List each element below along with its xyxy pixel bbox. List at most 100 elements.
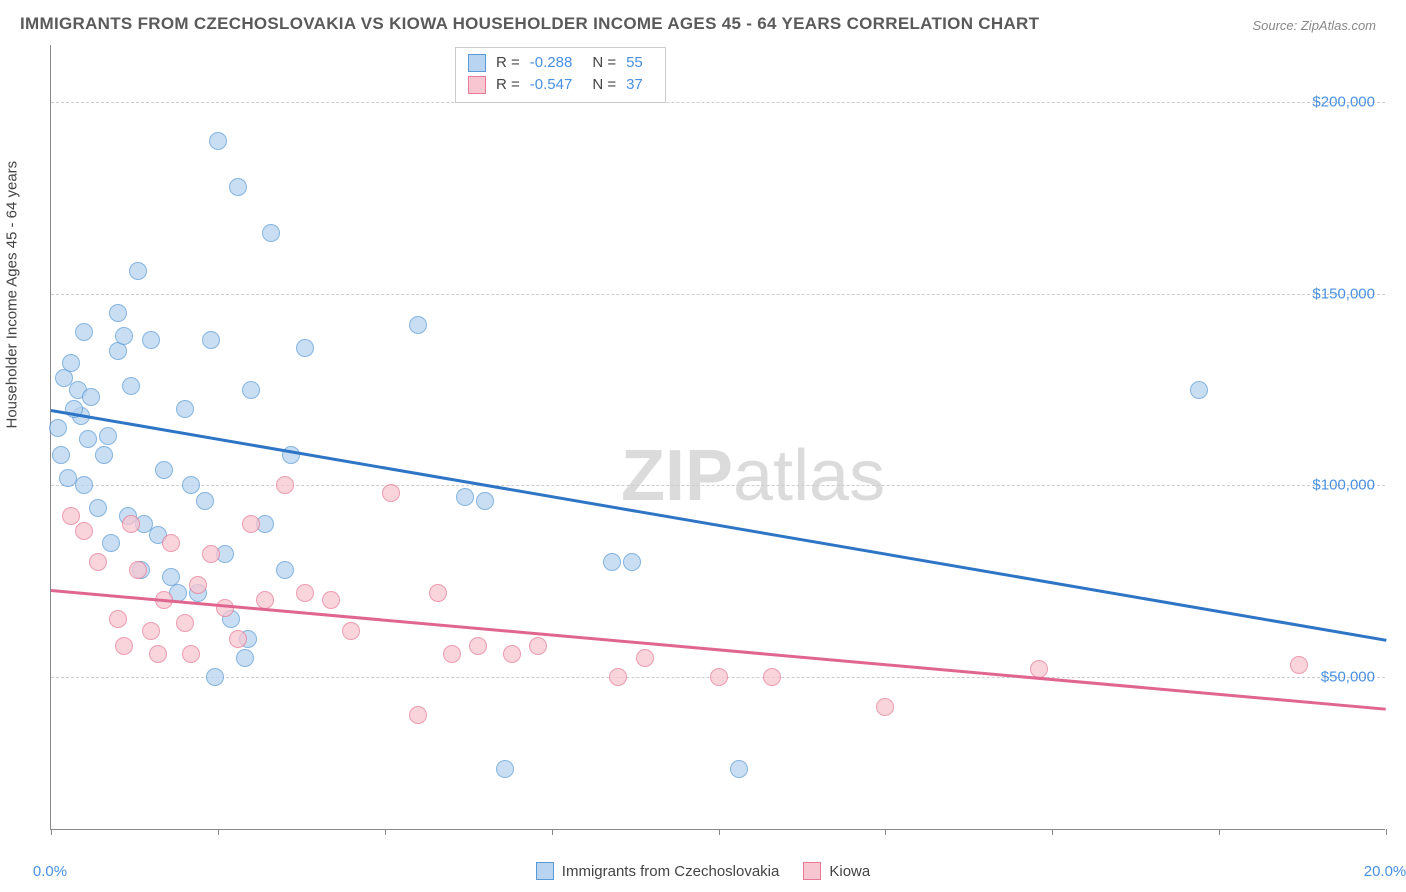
data-point	[182, 645, 200, 663]
legend-item-1: Immigrants from Czechoslovakia	[536, 862, 780, 880]
legend-item-2: Kiowa	[803, 862, 870, 880]
y-tick-label: $150,000	[1312, 285, 1375, 302]
x-tick	[1052, 829, 1053, 835]
data-point	[429, 584, 447, 602]
data-point	[89, 499, 107, 517]
data-point	[176, 400, 194, 418]
data-point	[730, 760, 748, 778]
n-label-2: N =	[592, 74, 616, 96]
gridline	[51, 294, 1385, 295]
x-tick	[885, 829, 886, 835]
data-point	[623, 553, 641, 571]
data-point	[876, 698, 894, 716]
y-tick-label: $200,000	[1312, 94, 1375, 111]
n-value-1: 55	[626, 52, 643, 74]
swatch-series-1	[468, 54, 486, 72]
n-label-1: N =	[592, 52, 616, 74]
data-point	[456, 488, 474, 506]
data-point	[469, 637, 487, 655]
data-point	[62, 354, 80, 372]
data-point	[155, 461, 173, 479]
data-point	[109, 304, 127, 322]
data-point	[75, 323, 93, 341]
y-tick-label: $100,000	[1312, 477, 1375, 494]
chart-title: IMMIGRANTS FROM CZECHOSLOVAKIA VS KIOWA …	[20, 14, 1039, 34]
r-label-2: R =	[496, 74, 520, 96]
data-point	[109, 342, 127, 360]
data-point	[229, 630, 247, 648]
data-point	[322, 591, 340, 609]
data-point	[206, 668, 224, 686]
gridline	[51, 485, 1385, 486]
swatch-series-2	[468, 76, 486, 94]
x-tick	[719, 829, 720, 835]
correlation-chart: IMMIGRANTS FROM CZECHOSLOVAKIA VS KIOWA …	[0, 0, 1406, 892]
data-point	[296, 339, 314, 357]
x-tick	[51, 829, 52, 835]
r-value-2: -0.547	[530, 74, 573, 96]
data-point	[242, 381, 260, 399]
data-point	[82, 388, 100, 406]
watermark-rest: atlas	[733, 436, 885, 516]
gridline	[51, 102, 1385, 103]
data-point	[196, 492, 214, 510]
plot-area: ZIPatlas $50,000 $100,000 $150,000 $200,000	[50, 45, 1385, 830]
data-point	[1190, 381, 1208, 399]
data-point	[443, 645, 461, 663]
data-point	[129, 561, 147, 579]
data-point	[142, 622, 160, 640]
data-point	[102, 534, 120, 552]
source-label: Source: ZipAtlas.com	[1252, 18, 1376, 33]
data-point	[122, 515, 140, 533]
data-point	[189, 576, 207, 594]
data-point	[176, 614, 194, 632]
x-tick	[218, 829, 219, 835]
data-point	[710, 668, 728, 686]
x-tick-label-max: 20.0%	[1364, 863, 1406, 880]
data-point	[603, 553, 621, 571]
data-point	[59, 469, 77, 487]
data-point	[242, 515, 260, 533]
data-point	[276, 476, 294, 494]
data-point	[149, 645, 167, 663]
data-point	[209, 132, 227, 150]
data-point	[342, 622, 360, 640]
data-point	[95, 446, 113, 464]
data-point	[75, 476, 93, 494]
stats-row-series-2: R = -0.547 N = 37	[468, 74, 653, 96]
data-point	[75, 522, 93, 540]
data-point	[229, 178, 247, 196]
data-point	[382, 484, 400, 502]
data-point	[62, 507, 80, 525]
data-point	[129, 262, 147, 280]
watermark: ZIPatlas	[621, 435, 885, 517]
x-tick	[1219, 829, 1220, 835]
data-point	[216, 599, 234, 617]
n-value-2: 37	[626, 74, 643, 96]
x-tick-label-min: 0.0%	[33, 863, 67, 880]
data-point	[409, 316, 427, 334]
data-point	[236, 649, 254, 667]
y-tick-label: $50,000	[1321, 668, 1375, 685]
data-point	[529, 637, 547, 655]
legend-swatch-2	[803, 862, 821, 880]
data-point	[182, 476, 200, 494]
data-point	[52, 446, 70, 464]
data-point	[122, 377, 140, 395]
data-point	[276, 561, 294, 579]
stats-legend-box: R = -0.288 N = 55 R = -0.547 N = 37	[455, 47, 666, 103]
y-axis-label: Householder Income Ages 45 - 64 years	[4, 161, 21, 429]
data-point	[609, 668, 627, 686]
data-point	[115, 637, 133, 655]
data-point	[476, 492, 494, 510]
legend-swatch-1	[536, 862, 554, 880]
data-point	[89, 553, 107, 571]
legend-label-2: Kiowa	[829, 863, 870, 880]
data-point	[1290, 656, 1308, 674]
data-point	[296, 584, 314, 602]
x-tick	[1386, 829, 1387, 835]
data-point	[202, 331, 220, 349]
data-point	[496, 760, 514, 778]
data-point	[262, 224, 280, 242]
data-point	[99, 427, 117, 445]
